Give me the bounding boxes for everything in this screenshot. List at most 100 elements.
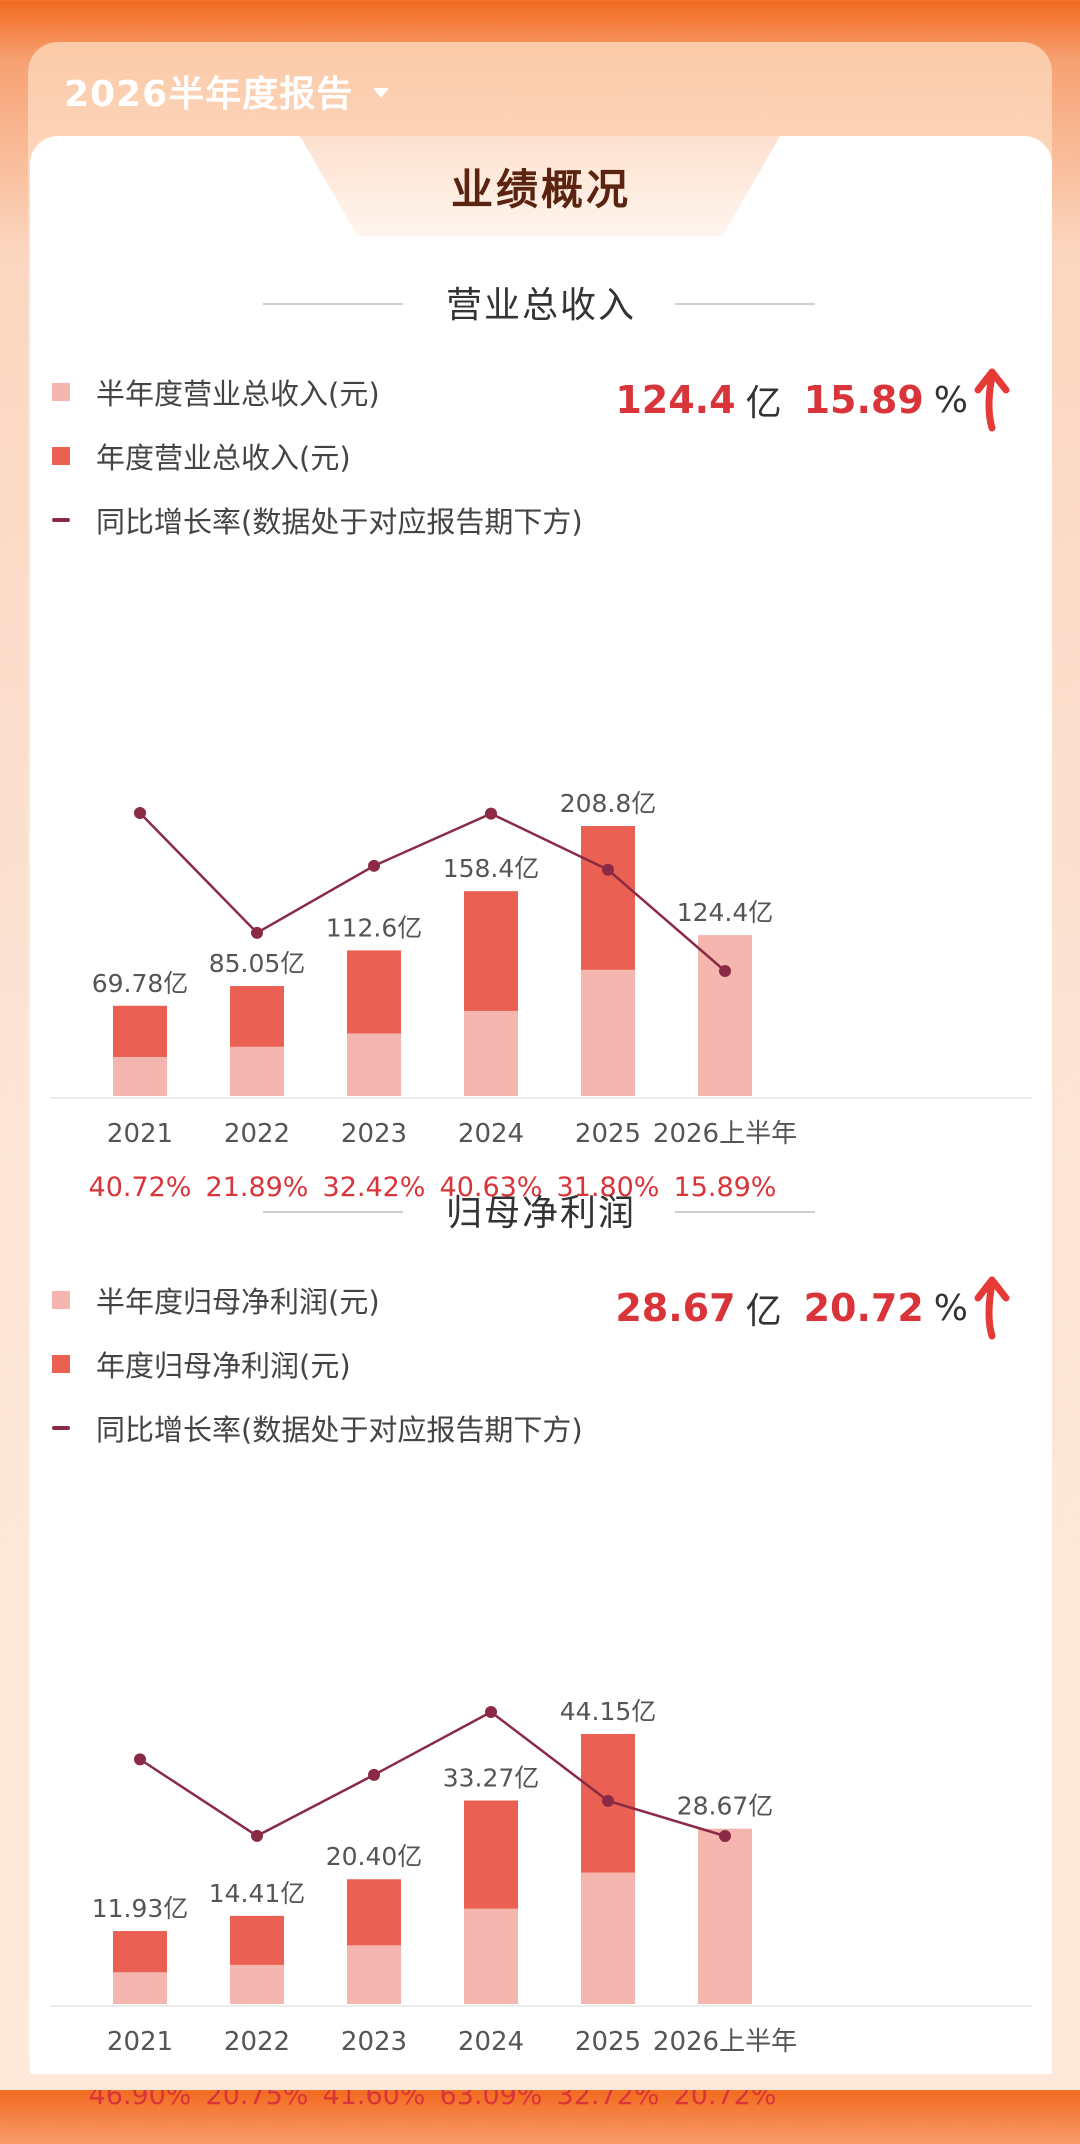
report-period-label: 2026半年度报告 bbox=[64, 74, 354, 115]
bar-value-label: 33.27亿 bbox=[443, 1764, 540, 1793]
growth-rate-label: 40.72% bbox=[89, 1172, 192, 1203]
bar-half-year bbox=[113, 1056, 167, 1096]
x-tick-label: 2024 bbox=[458, 1119, 524, 1149]
summary-rate: 15.89 bbox=[803, 378, 924, 422]
x-tick-label: 2026上半年 bbox=[653, 1119, 797, 1149]
profit-chart: 11.93亿202146.90%14.41亿202220.75%20.40亿20… bbox=[50, 1697, 1032, 2111]
bar-value-label: 14.41亿 bbox=[209, 1879, 306, 1908]
card-title: 业绩概况 bbox=[450, 165, 631, 214]
legend-swatch-annual bbox=[52, 447, 70, 465]
bar-value-label: 124.4亿 bbox=[677, 898, 774, 927]
growth-rate-point bbox=[602, 863, 614, 876]
bar-value-label: 85.05亿 bbox=[209, 949, 306, 978]
revenue-section-title: 营业总收入 bbox=[445, 285, 636, 326]
legend-swatch-annual bbox=[52, 1355, 70, 1373]
divider-right bbox=[675, 303, 815, 305]
growth-rate-point bbox=[719, 965, 731, 977]
revenue-section-header: 营业总收入 bbox=[30, 276, 1052, 326]
performance-card: 业绩概况 营业总收入 半年度营业总收入(元) 年度营业总收入(元) 同比增长率(… bbox=[30, 136, 1052, 2111]
summary-rate: 20.72 bbox=[803, 1286, 924, 1330]
legend-annual[interactable]: 年度归母净利润(元) bbox=[52, 1344, 351, 1384]
summary-unit: 亿 bbox=[745, 383, 782, 424]
revenue-chart: 69.78亿 2021 40.72% 85.05亿 2022 21.89% 112.6亿 20… bbox=[50, 789, 1032, 1203]
profit-summary: 28.67 亿 20.72 % bbox=[615, 1276, 1012, 1340]
legend-swatch-half bbox=[52, 383, 70, 401]
growth-rate-label: 21.89% bbox=[206, 1172, 309, 1203]
bar-value-label: 158.4亿 bbox=[443, 854, 540, 883]
bar-value-label: 28.67亿 bbox=[677, 1792, 774, 1821]
growth-rate-label: 15.89% bbox=[674, 1172, 777, 1203]
legend-label: 半年度归母净利润(元) bbox=[96, 1285, 380, 1319]
x-tick-label: 2025 bbox=[575, 2027, 641, 2057]
growth-rate-point bbox=[485, 807, 497, 820]
summary-value: 28.67 bbox=[615, 1286, 736, 1330]
x-tick-label: 2023 bbox=[341, 2027, 407, 2057]
summary-value: 124.4 bbox=[615, 378, 736, 422]
legend-label: 半年度营业总收入(元) bbox=[96, 377, 380, 411]
report-period-select[interactable]: 2026半年度报告 bbox=[64, 66, 390, 116]
x-tick-label: 2021 bbox=[107, 1119, 173, 1149]
bar-half-year bbox=[464, 1010, 518, 1096]
revenue-summary: 124.4 亿 15.89 % bbox=[615, 368, 1012, 432]
arrow-up-icon bbox=[974, 1276, 1010, 1340]
bar-half-year bbox=[581, 1872, 635, 2004]
legend-label: 同比增长率(数据处于对应报告期下方) bbox=[96, 505, 583, 539]
growth-rate-label: 40.63% bbox=[440, 1172, 543, 1203]
divider-left bbox=[263, 303, 403, 305]
bar-half-year bbox=[698, 1828, 752, 2004]
caret-down-icon bbox=[373, 88, 390, 98]
bar-half-year bbox=[581, 969, 635, 1096]
x-tick-label: 2022 bbox=[224, 2027, 290, 2057]
title-tab bbox=[300, 136, 780, 236]
legend-swatch-half bbox=[52, 1291, 70, 1309]
summary-rate-unit: % bbox=[933, 379, 968, 421]
summary-unit: 亿 bbox=[745, 1291, 782, 1332]
bar-half-year bbox=[347, 1945, 401, 2004]
legend-growth-rate[interactable]: 同比增长率(数据处于对应报告期下方) bbox=[52, 500, 583, 540]
profit-section-title: 归母净利润 bbox=[445, 1193, 636, 1234]
growth-rate-line bbox=[139, 812, 726, 972]
growth-rate-label: 31.80% bbox=[557, 1172, 660, 1203]
bar-value-label: 44.15亿 bbox=[560, 1697, 657, 1726]
x-tick-label: 2023 bbox=[341, 1119, 407, 1149]
legend-label: 年度营业总收入(元) bbox=[96, 441, 351, 475]
bar-value-label: 208.8亿 bbox=[560, 789, 657, 818]
bar-half-year bbox=[230, 1964, 284, 2004]
x-tick-label: 2024 bbox=[458, 2027, 524, 2057]
growth-rate-point bbox=[368, 859, 380, 872]
bar-half-year bbox=[230, 1046, 284, 1096]
growth-rate-point bbox=[719, 1830, 731, 1842]
growth-rate-point bbox=[368, 1768, 380, 1781]
growth-rate-point bbox=[134, 1753, 146, 1766]
growth-rate-line bbox=[139, 1710, 726, 1838]
bar-value-label: 69.78亿 bbox=[92, 969, 189, 998]
legend-growth-rate[interactable]: 同比增长率(数据处于对应报告期下方) bbox=[52, 1408, 583, 1448]
profit-section-header: 归母净利润 bbox=[30, 1184, 1052, 1234]
x-tick-label: 2025 bbox=[575, 1119, 641, 1149]
bar-value-label: 112.6亿 bbox=[326, 913, 423, 942]
growth-rate-point bbox=[602, 1794, 614, 1807]
bar-value-label: 20.40亿 bbox=[326, 1842, 423, 1871]
bottom-edge bbox=[0, 2074, 1080, 2090]
growth-rate-point bbox=[134, 807, 146, 819]
legend-annual[interactable]: 年度营业总收入(元) bbox=[52, 436, 351, 476]
growth-rate-label: 32.42% bbox=[323, 1172, 426, 1203]
growth-rate-point bbox=[251, 1829, 263, 1842]
bar-half-year bbox=[698, 935, 752, 1096]
legend-line-swatch bbox=[52, 1426, 70, 1430]
bar-half-year bbox=[347, 1033, 401, 1096]
growth-rate-point bbox=[485, 1706, 497, 1718]
arrow-up-icon bbox=[974, 368, 1010, 432]
x-tick-label: 2022 bbox=[224, 1119, 290, 1149]
growth-rate-point bbox=[251, 926, 263, 939]
legend-line-swatch bbox=[52, 518, 70, 522]
divider-right bbox=[675, 1211, 815, 1213]
x-tick-label: 2021 bbox=[107, 2027, 173, 2057]
legend-half-year[interactable]: 半年度营业总收入(元) bbox=[52, 372, 380, 412]
bar-half-year bbox=[113, 1972, 167, 2004]
divider-left bbox=[263, 1211, 403, 1213]
legend-label: 同比增长率(数据处于对应报告期下方) bbox=[96, 1413, 583, 1447]
x-tick-label: 2026上半年 bbox=[653, 2027, 797, 2057]
summary-rate-unit: % bbox=[933, 1287, 968, 1329]
legend-half-year[interactable]: 半年度归母净利润(元) bbox=[52, 1280, 380, 1320]
